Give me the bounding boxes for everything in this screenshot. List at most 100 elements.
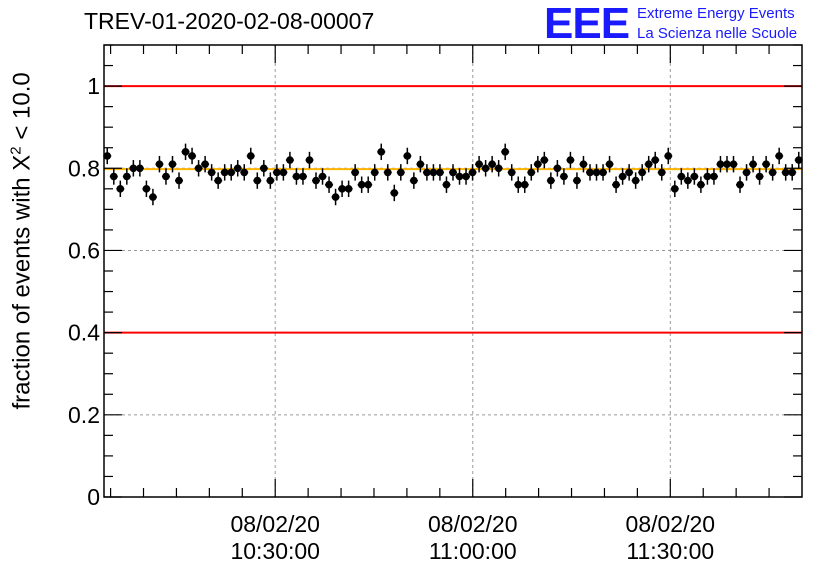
data-point — [201, 155, 210, 173]
data-point — [220, 164, 229, 181]
data-point — [553, 160, 562, 177]
data-point — [722, 155, 731, 173]
axes: 00.20.40.60.8108/02/2010:30:0008/02/2011… — [68, 44, 803, 564]
x-tick-label-time: 11:00:00 — [429, 538, 517, 564]
data-marker — [507, 168, 516, 177]
y-tick-label: 0.2 — [68, 402, 100, 428]
data-point — [618, 168, 627, 185]
data-point — [481, 160, 490, 177]
data-marker — [181, 148, 190, 156]
data-point — [579, 155, 588, 173]
data-marker — [690, 172, 699, 181]
data-point — [122, 168, 131, 185]
data-point — [651, 151, 660, 169]
data-marker — [612, 180, 620, 189]
data-marker — [625, 168, 633, 177]
data-marker — [736, 180, 744, 189]
data-marker — [246, 152, 255, 160]
data-marker — [481, 164, 490, 173]
chart-title: TREV-01-2020-02-08-00007 — [84, 8, 375, 34]
eee-logo: EEE Extreme Energy Events La Scienza nel… — [544, 2, 797, 46]
data-marker — [423, 168, 431, 177]
data-point — [755, 168, 764, 185]
data-marker — [631, 176, 640, 185]
data-point — [403, 147, 412, 165]
data-marker — [273, 168, 281, 177]
data-point — [742, 164, 751, 181]
data-marker — [573, 176, 581, 185]
data-marker — [723, 160, 731, 168]
data-marker — [664, 152, 673, 160]
data-point — [325, 176, 334, 193]
data-marker — [220, 168, 229, 177]
data-point — [696, 176, 705, 193]
eee-logo-mark: EEE — [544, 0, 630, 48]
data-point — [194, 160, 203, 177]
data-marker — [233, 164, 242, 173]
data-point — [298, 168, 307, 185]
data-marker — [449, 168, 457, 177]
data-point — [670, 180, 679, 198]
data-point — [546, 172, 555, 189]
y-axis-label-prefix: fraction of events with — [8, 177, 36, 410]
data-point — [449, 164, 457, 181]
data-marker — [768, 168, 777, 177]
data-point — [631, 172, 640, 189]
data-point — [364, 176, 373, 193]
data-marker — [599, 168, 607, 177]
data-point — [664, 147, 673, 165]
data-marker — [501, 148, 509, 156]
data-marker — [279, 168, 288, 177]
data-point — [370, 164, 379, 181]
data-point — [638, 164, 647, 181]
data-marker — [312, 176, 320, 185]
data-marker — [299, 172, 307, 181]
data-marker — [338, 185, 346, 193]
data-point — [762, 155, 771, 173]
data-marker — [370, 168, 379, 177]
data-point — [116, 180, 125, 198]
data-point — [599, 164, 608, 181]
data-point — [175, 172, 184, 189]
data-point — [572, 172, 581, 189]
data-point — [383, 164, 392, 181]
data-point — [181, 143, 190, 161]
data-marker — [762, 160, 770, 168]
data-point — [266, 172, 275, 189]
y-tick-label: 1 — [87, 73, 100, 99]
y-axis-label-symbol: X — [8, 154, 36, 171]
data-marker — [194, 164, 203, 173]
data-marker — [534, 160, 542, 168]
data-marker — [749, 160, 757, 168]
data-marker — [390, 189, 399, 197]
data-marker — [547, 176, 555, 185]
data-point — [566, 151, 575, 169]
data-marker — [520, 180, 529, 189]
data-marker — [703, 172, 712, 181]
data-marker — [781, 168, 790, 177]
data-marker — [403, 152, 412, 160]
data-marker — [123, 172, 131, 181]
data-marker — [468, 168, 477, 177]
data-marker — [162, 172, 170, 181]
data-point — [605, 155, 614, 173]
data-marker — [260, 164, 268, 173]
data-marker — [155, 160, 164, 168]
data-marker — [253, 176, 262, 185]
data-marker — [429, 168, 438, 177]
data-point — [148, 188, 157, 206]
data-point — [677, 168, 686, 185]
data-point — [540, 151, 549, 169]
data-point — [161, 168, 170, 185]
data-marker — [514, 180, 523, 189]
data-marker — [775, 152, 783, 160]
data-point — [246, 147, 255, 165]
data-point — [253, 172, 262, 189]
data-point — [612, 176, 621, 193]
data-marker — [605, 160, 614, 168]
data-marker — [331, 193, 340, 201]
data-point — [259, 160, 268, 177]
data-marker — [142, 185, 151, 193]
data-point — [703, 168, 712, 185]
